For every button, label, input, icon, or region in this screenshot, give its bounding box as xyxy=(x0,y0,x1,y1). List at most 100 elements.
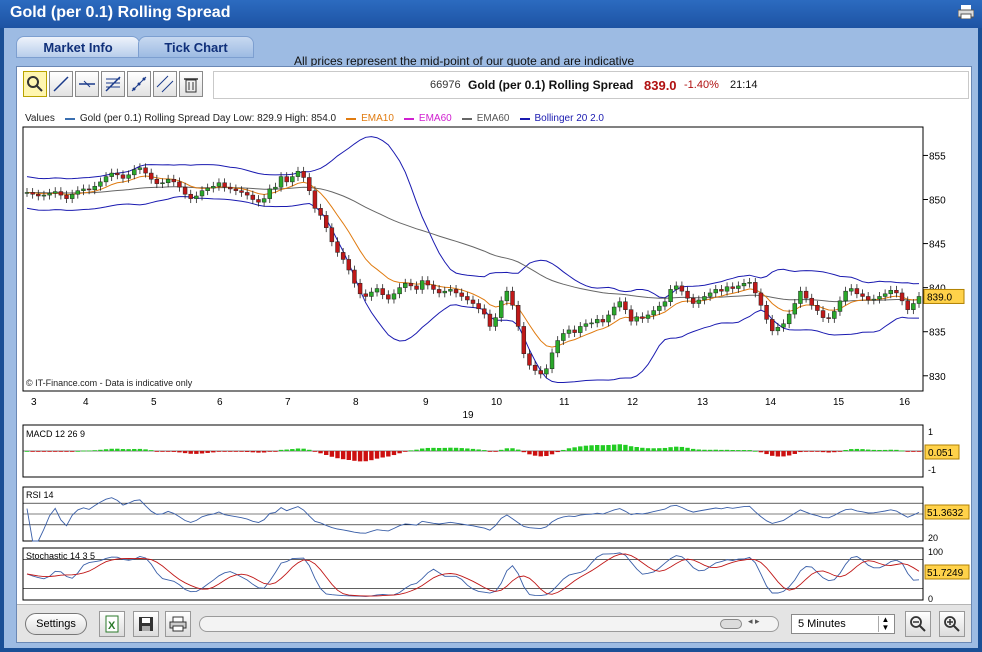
macd-bar xyxy=(476,449,481,451)
x-tick-label: 8 xyxy=(353,397,359,408)
macd-ytick-bottom: -1 xyxy=(928,465,936,475)
candle-body xyxy=(267,188,272,199)
candle-body xyxy=(470,299,476,304)
macd-bar xyxy=(487,451,493,452)
macd-bar xyxy=(753,450,758,452)
candle-body xyxy=(357,282,363,295)
scroll-thumb[interactable] xyxy=(720,619,742,629)
excel-icon[interactable]: X xyxy=(99,611,125,637)
candle-body xyxy=(707,292,713,297)
macd-bar xyxy=(595,445,600,451)
macd-bar xyxy=(549,451,555,455)
macd-bar xyxy=(346,451,351,460)
candle-body xyxy=(572,329,577,333)
candle-body xyxy=(295,171,301,177)
x-tick-label: 13 xyxy=(697,397,709,408)
tab-tick-chart[interactable]: Tick Chart xyxy=(138,36,254,58)
macd-bar xyxy=(702,449,707,451)
candle-body xyxy=(826,317,831,319)
chart-panel: 66976 Gold (per 0.1) Rolling Spread 839.… xyxy=(16,66,972,643)
interval-arrows-icon[interactable]: ▲ ▼ xyxy=(878,616,892,632)
tab-market-info[interactable]: Market Info xyxy=(16,36,140,58)
macd-bar xyxy=(515,449,521,451)
candle-body xyxy=(747,282,752,284)
x-tick-label: 9 xyxy=(423,397,429,408)
candle-body xyxy=(690,297,696,304)
candle-body xyxy=(369,291,374,297)
macd-bar xyxy=(747,450,752,451)
candle-body xyxy=(36,193,41,197)
y-tick-label: 835 xyxy=(929,328,946,339)
zoom-icon[interactable] xyxy=(23,71,47,97)
macd-bar xyxy=(770,451,775,456)
x-tick-label: 3 xyxy=(31,397,37,408)
candle-body xyxy=(719,289,724,292)
macd-bar xyxy=(662,447,668,451)
channel-icon[interactable] xyxy=(153,71,177,97)
fib-icon[interactable] xyxy=(101,71,125,97)
window-title: Gold (per 0.1) Rolling Spread xyxy=(10,4,231,21)
candle-body xyxy=(120,174,126,179)
macd-bar xyxy=(860,449,865,451)
interval-select[interactable]: 5 Minutes ▲ ▼ xyxy=(791,614,895,634)
x-tick-label: 5 xyxy=(151,397,157,408)
macd-bar xyxy=(177,451,182,453)
candle-body xyxy=(24,192,30,194)
quote-code: 66976 xyxy=(430,79,461,91)
candle-body xyxy=(736,285,741,289)
candle-body xyxy=(724,286,730,292)
macd-bar xyxy=(64,451,69,452)
main-frame: Market Info Tick Chart All prices repres… xyxy=(4,28,978,648)
candle-body xyxy=(854,288,860,295)
chart-area[interactable]: 830835840845850855839.0 3456789101112131… xyxy=(17,105,971,605)
candle-body xyxy=(278,176,284,188)
macd-bar xyxy=(521,451,527,453)
print-chart-icon[interactable] xyxy=(165,611,191,637)
macd-bar xyxy=(493,451,498,452)
macd-bar xyxy=(566,448,572,451)
macd-bar xyxy=(448,447,453,451)
candle-body xyxy=(702,296,707,301)
print-icon[interactable] xyxy=(957,5,975,20)
macd-bar xyxy=(403,451,408,452)
candle-body xyxy=(273,186,278,190)
zoom-out-icon[interactable] xyxy=(905,611,931,637)
candle-body xyxy=(487,313,493,327)
candle-body xyxy=(685,290,690,299)
macd-bar xyxy=(239,451,244,452)
save-icon[interactable] xyxy=(133,611,159,637)
macd-bar xyxy=(758,451,764,453)
stoch-k-line xyxy=(26,552,920,597)
candle-body xyxy=(47,193,52,196)
macd-bar xyxy=(397,451,402,454)
candle-body xyxy=(905,300,910,310)
macd-bar xyxy=(103,449,109,451)
zoom-in-icon[interactable] xyxy=(939,611,965,637)
candle-body xyxy=(668,289,673,302)
settings-button[interactable]: Settings xyxy=(25,613,87,635)
macd-bar xyxy=(798,451,803,453)
trash-icon[interactable] xyxy=(179,71,203,97)
trend-line-icon[interactable] xyxy=(49,71,73,97)
macd-bar xyxy=(555,451,560,453)
regression-icon[interactable] xyxy=(127,71,151,97)
horizontal-line-icon[interactable] xyxy=(75,71,99,97)
macd-bar xyxy=(815,451,820,452)
macd-bar xyxy=(888,449,893,451)
candle-body xyxy=(453,289,459,294)
candle-body xyxy=(58,191,64,196)
candle-body xyxy=(882,293,888,297)
scroll-arrows-icon[interactable]: ◂ ▸ xyxy=(748,616,760,626)
candle-body xyxy=(132,169,137,176)
legend-item-ema10: EMA10 xyxy=(346,113,394,124)
macd-bar xyxy=(391,451,397,456)
macd-bar xyxy=(465,448,470,451)
price-tag xyxy=(923,288,965,304)
macd-bar xyxy=(126,449,131,451)
candle-body xyxy=(431,284,436,290)
candle-body xyxy=(81,188,86,191)
legend-item-ema60-gray: EMA60 xyxy=(461,113,510,124)
time-scrollbar[interactable]: ◂ ▸ xyxy=(199,616,779,632)
candle-body xyxy=(239,190,244,193)
macd-bar xyxy=(668,447,673,451)
